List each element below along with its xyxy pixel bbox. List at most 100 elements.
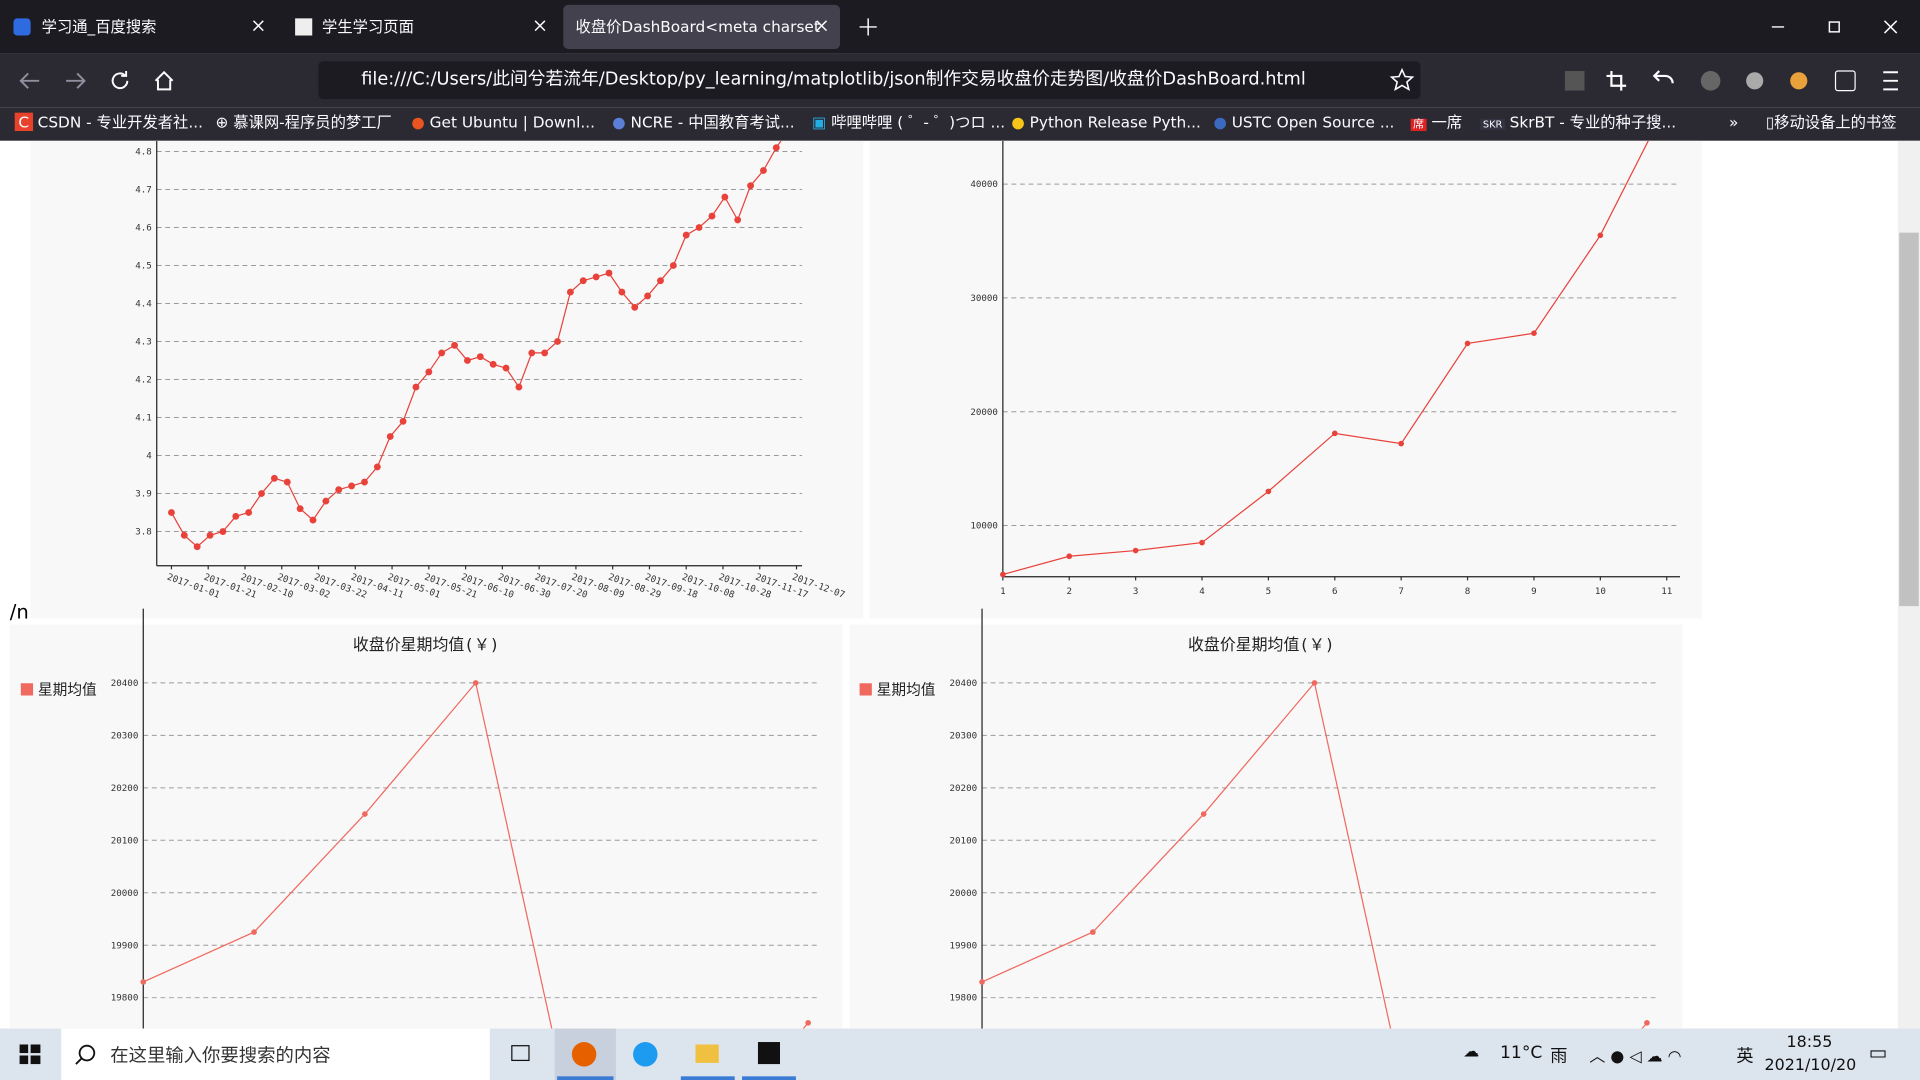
ext[interactable]	[1790, 72, 1808, 90]
start-button[interactable]	[0, 1029, 61, 1080]
chart: 19800 19900 20000 20100 20200 20300 20400 收盘价星期…	[849, 608, 1683, 1029]
ext[interactable]	[1564, 71, 1585, 91]
data-point	[296, 505, 304, 513]
ext[interactable]	[1834, 70, 1856, 92]
bookmark-label: NCRE - 中国教育考试...	[630, 112, 795, 132]
close-window[interactable]	[1883, 20, 1898, 34]
scrollbar[interactable]	[1897, 140, 1920, 1029]
data-point	[554, 338, 561, 345]
bookmark[interactable]: SKR SkrBT - 专业的种子搜...	[1480, 108, 1676, 137]
data-point	[451, 341, 458, 349]
bookmarks-bar: C CSDN - 专业开发者社... ⊕ 慕课网-程序员的梦工厂 ● Get Ub…	[0, 107, 1920, 141]
legend-swatch	[859, 683, 872, 696]
data-point	[1331, 430, 1338, 437]
search-placeholder: 在这里输入你要搜索的内容	[110, 1044, 331, 1067]
y-tick-label: 4.5	[135, 261, 152, 272]
ext[interactable]	[1652, 70, 1674, 84]
tab-bar: 学习通_百度搜索 学生学习页面 收盘价DashBoard<meta charse…	[0, 0, 1920, 54]
data-point	[747, 182, 754, 190]
close-icons[interactable]	[252, 20, 828, 32]
data-point	[979, 979, 985, 985]
task-view[interactable]	[511, 1045, 530, 1062]
y-tick-label: 20100	[950, 835, 978, 846]
bookmark-label: Python Release Pyth...	[1029, 112, 1201, 132]
ext[interactable]	[1746, 72, 1764, 90]
separator-text: /n	[9, 600, 29, 624]
data-point	[464, 357, 471, 364]
bookmark-label: 慕课网-程序员的梦工厂	[233, 112, 392, 132]
scroll-thumb[interactable]	[1899, 232, 1919, 607]
tab[interactable]: 学习通_百度搜索	[2, 5, 276, 49]
y-tick-label: 19900	[111, 940, 139, 951]
data-point	[669, 262, 677, 269]
address-bar[interactable]: file:///C:/Users/此间兮若流年/Desktop/py_learn…	[318, 61, 1421, 100]
notifications[interactable]: ▭	[1868, 1040, 1888, 1065]
bookmark-label: 移动设备上的书签	[1774, 112, 1897, 132]
data-point	[566, 288, 574, 296]
data-point	[528, 349, 536, 357]
bookmark-star[interactable]	[1389, 67, 1415, 92]
bookmark[interactable]: ▯移动设备上的书签	[1765, 112, 1897, 132]
legend-label: 星期均值	[877, 681, 936, 698]
bookmark[interactable]: ● NCRE - 中国教育考试...	[612, 112, 795, 132]
legend-label: 星期均值	[38, 681, 97, 698]
y-tick-label: 4.1	[135, 413, 152, 424]
tray-icons[interactable]: ︿ ● ◁ ☁ ◠	[1589, 1048, 1682, 1067]
y-tick-label: 4.3	[135, 337, 152, 348]
x-tick-label: 9	[1531, 586, 1537, 597]
weather-icon[interactable]: ☁	[1463, 1043, 1480, 1062]
data-point	[1531, 330, 1537, 337]
data-point	[1066, 553, 1073, 560]
y-tick-label: 20300	[111, 730, 139, 741]
url: file:///C:/Users/此间兮若流年/Desktop/py_learn…	[361, 69, 1306, 90]
y-tick-label: 4.2	[135, 375, 152, 386]
chart-panel	[869, 140, 1703, 619]
home[interactable]	[154, 70, 174, 91]
app-explorer[interactable]	[695, 1044, 719, 1063]
y-tick-label: 19900	[950, 940, 978, 951]
data-point	[1644, 1020, 1650, 1026]
y-tick-label: 20300	[950, 730, 978, 741]
back[interactable]	[19, 72, 40, 89]
y-tick-label: 20400	[111, 678, 139, 689]
bookmark[interactable]: ● Python Release Pyth...	[1011, 112, 1201, 132]
ime[interactable]: 英	[1736, 1046, 1754, 1067]
bookmark[interactable]: C CSDN - 专业开发者社...	[14, 108, 203, 137]
data-point	[592, 273, 600, 281]
app-pycharm[interactable]	[757, 1042, 781, 1065]
tab-icon	[295, 18, 313, 36]
ext[interactable]	[1606, 71, 1627, 91]
menu[interactable]	[1883, 71, 1898, 91]
y-tick-label: 20000	[970, 407, 998, 418]
y-tick-label: 4.4	[135, 299, 152, 310]
bookmark[interactable]: 席一席	[1410, 108, 1463, 137]
search-box[interactable]: 在这里输入你要搜索的内容	[61, 1028, 490, 1080]
y-tick-label: 4.6	[135, 223, 152, 234]
bookmark-label: 一席	[1431, 112, 1463, 132]
weather-temp: 11°C	[1500, 1043, 1543, 1063]
y-tick-label: 20000	[111, 888, 139, 899]
bookmark[interactable]: ⊕ 慕课网-程序员的梦工厂	[215, 112, 392, 132]
restore[interactable]	[1828, 21, 1840, 33]
ext[interactable]	[1700, 71, 1721, 91]
tab[interactable]: 收盘价DashBoard<meta charset	[563, 4, 841, 49]
more-bookmarks[interactable]: »	[1728, 112, 1739, 132]
y-tick-label: 20200	[950, 783, 978, 794]
bookmark[interactable]: ▣ 哔哩哔哩 ( ゜- ゜)つロ ...	[811, 112, 1006, 132]
tab[interactable]: 学生学习页面	[283, 5, 557, 49]
bookmark[interactable]: ● USTC Open Source ...	[1213, 112, 1395, 132]
data-point	[412, 383, 420, 391]
data-point	[322, 497, 330, 505]
data-point	[1398, 440, 1404, 447]
tab-title: 学生学习页面	[322, 17, 414, 36]
app[interactable]	[633, 1042, 658, 1067]
forward[interactable]	[66, 72, 86, 89]
reload[interactable]	[111, 71, 129, 90]
data-point	[1132, 547, 1139, 554]
new-tab[interactable]	[859, 18, 877, 36]
y-tick-label: 4.7	[135, 185, 152, 196]
x-tick-label: 3	[1133, 586, 1139, 597]
bookmark[interactable]: ● Get Ubuntu | Downl...	[411, 112, 595, 132]
data-point	[605, 269, 613, 277]
